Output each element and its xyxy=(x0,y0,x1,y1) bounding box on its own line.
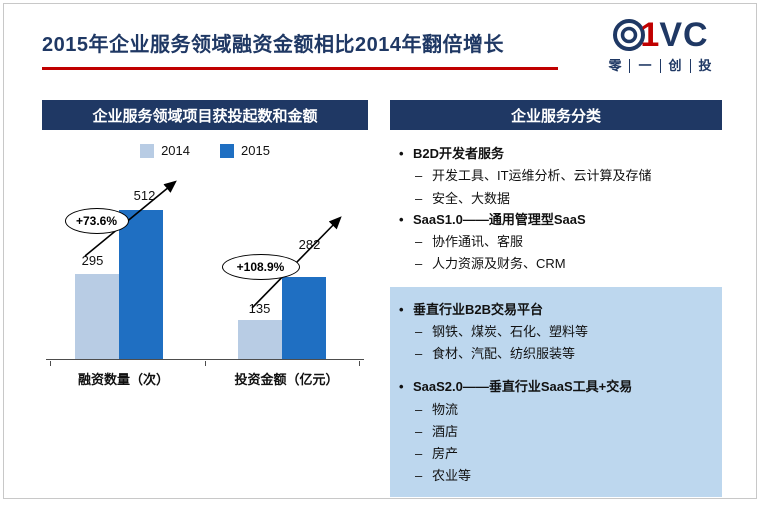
logo-zero-rings-icon xyxy=(613,19,646,51)
bar-value-label: 282 xyxy=(298,237,321,252)
logo-subtitle-char: 投 xyxy=(689,58,720,74)
brand-logo: 1 VC 零 一 创 投 xyxy=(594,14,726,74)
chart-panel-title: 企业服务领域项目获投起数和金额 xyxy=(92,107,318,125)
bar-value-label: 512 xyxy=(133,188,156,203)
list-subitem: 农业等 xyxy=(396,468,716,485)
bar-value-label: 295 xyxy=(81,253,104,268)
axis-tick xyxy=(205,361,206,366)
list-subitem: 酒店 xyxy=(396,424,716,441)
growth-badge: +108.9% xyxy=(221,254,300,280)
logo-wordmark: 1 VC xyxy=(594,14,726,56)
list-item: 垂直行业B2B交易平台 xyxy=(396,302,716,319)
chart-group-financing-count: 295 512 +73.6% xyxy=(63,160,185,360)
slide: 2015年企业服务领域融资金额相比2014年翻倍增长 1 VC 零 一 创 投 xyxy=(3,3,757,499)
classification-panel-title: 企业服务分类 xyxy=(510,107,601,125)
list-subitem: 房产 xyxy=(396,446,716,463)
bar-chart: 295 512 +73.6% 135 xyxy=(42,160,368,366)
list-subitem: 开发工具、IT运维分析、云计算及存储 xyxy=(396,168,720,185)
bar-2014-financing-count xyxy=(74,274,119,360)
growth-badge: +73.6% xyxy=(64,208,129,234)
classification-panel-header: 企业服务分类 xyxy=(390,100,722,130)
logo-subtitle: 零 一 创 投 xyxy=(594,58,726,74)
axis-tick xyxy=(359,361,360,366)
list-subitem: 安全、大数据 xyxy=(396,191,720,208)
chart-panel-header: 企业服务领域项目获投起数和金额 xyxy=(42,100,368,130)
logo-subtitle-char: 零 xyxy=(608,58,622,73)
axis-tick xyxy=(50,361,51,366)
chart-legend: 2014 2015 xyxy=(42,143,368,158)
logo-subtitle-char: 一 xyxy=(629,58,659,74)
x-axis-labels: 融资数量（次） 投资金额（亿元） xyxy=(42,369,368,388)
list-subitem: 食材、汽配、纺织服装等 xyxy=(396,346,716,363)
bar-2015-financing-count xyxy=(118,210,163,360)
chart-panel: 企业服务领域项目获投起数和金额 2014 2015 295 512 xyxy=(42,100,368,497)
bar-2015-investment-amount xyxy=(281,277,326,360)
bar-2014-investment-amount xyxy=(237,320,282,360)
slide-body: 企业服务领域项目获投起数和金额 2014 2015 295 512 xyxy=(4,100,756,497)
list-subitem: 协作通讯、客服 xyxy=(396,234,720,251)
legend-swatch-2015 xyxy=(220,143,234,158)
title-underline xyxy=(42,67,558,70)
x-axis-label-investment-amount: 投资金额（亿元） xyxy=(234,372,339,387)
legend-item-2014: 2014 xyxy=(140,143,190,158)
slide-header: 2015年企业服务领域融资金额相比2014年翻倍增长 1 VC 零 一 创 投 xyxy=(4,4,756,100)
logo-vc-glyph: VC xyxy=(659,16,709,54)
x-axis-line xyxy=(46,359,364,366)
legend-label-2014: 2014 xyxy=(161,143,190,158)
legend-swatch-2014 xyxy=(140,143,155,158)
list-item: B2D开发者服务 xyxy=(396,146,720,163)
growth-arrow-icon xyxy=(83,180,177,257)
list-item: SaaS1.0——通用管理型SaaS xyxy=(396,212,720,229)
classification-panel: 企业服务分类 B2D开发者服务 开发工具、IT运维分析、云计算及存储 安全、大数… xyxy=(390,100,722,497)
x-axis-label-financing-count: 融资数量（次） xyxy=(77,372,169,387)
legend-label-2015: 2015 xyxy=(241,143,270,158)
list-subitem: 人力资源及财务、CRM xyxy=(396,256,720,273)
classification-list: B2D开发者服务 开发工具、IT运维分析、云计算及存储 安全、大数据 SaaS1… xyxy=(390,130,722,281)
list-subitem: 钢铁、煤炭、石化、塑料等 xyxy=(396,324,716,341)
list-subitem: 物流 xyxy=(396,402,716,419)
chart-group-investment-amount: 135 282 +108.9% xyxy=(221,160,348,360)
logo-one-glyph: 1 xyxy=(640,16,660,54)
list-item: SaaS2.0——垂直行业SaaS工具+交易 xyxy=(396,379,716,396)
highlighted-classification-box: 垂直行业B2B交易平台 钢铁、煤炭、石化、塑料等 食材、汽配、纺织服装等 Saa… xyxy=(390,286,722,497)
logo-subtitle-char: 创 xyxy=(659,58,690,74)
legend-item-2015: 2015 xyxy=(220,143,270,158)
page-title: 2015年企业服务领域融资金额相比2014年翻倍增长 xyxy=(42,34,504,56)
